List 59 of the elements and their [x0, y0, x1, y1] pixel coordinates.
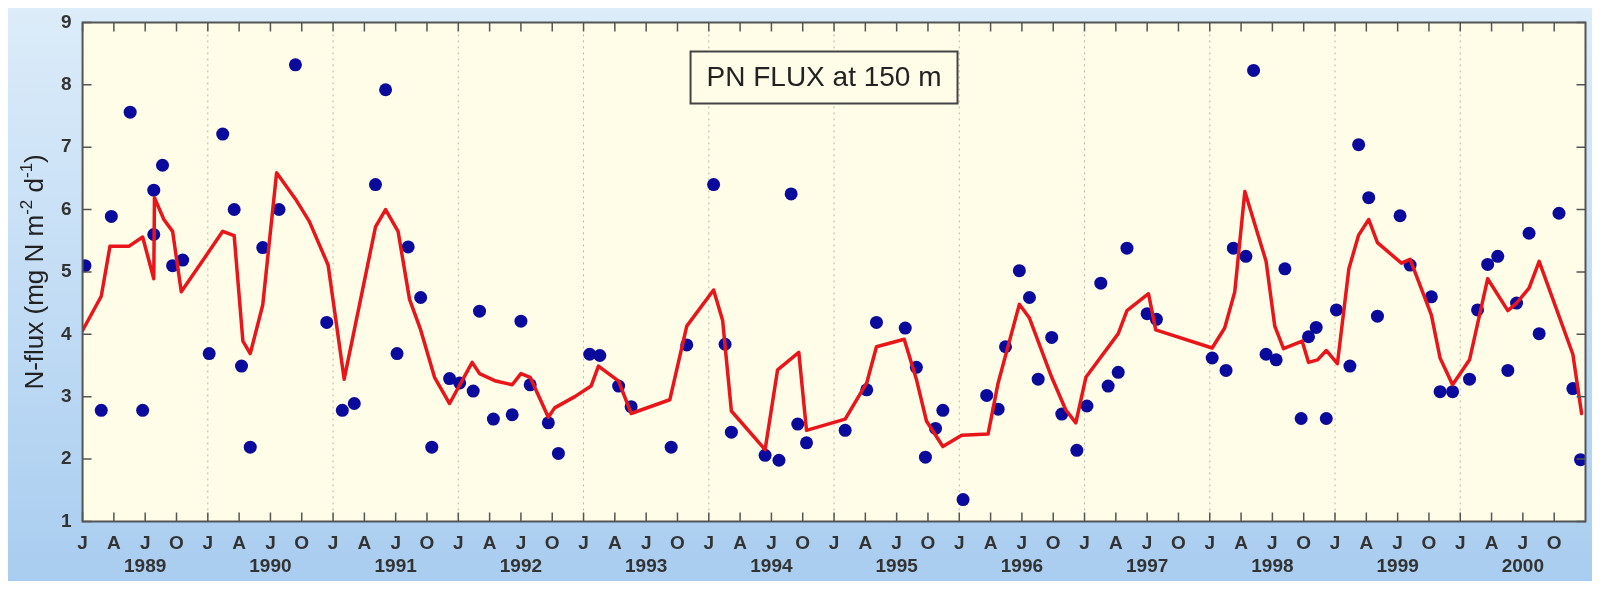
- x-tick-label: O: [920, 532, 936, 554]
- x-tick-label: J: [828, 532, 840, 554]
- x-tick-label: J: [202, 532, 214, 554]
- x-tick-label: A: [1108, 532, 1123, 554]
- x-tick-label: J 1991: [374, 532, 418, 576]
- y-tick-label: 7: [60, 135, 72, 157]
- y-tick-label: 1: [60, 509, 72, 531]
- x-tick-label: O: [1045, 532, 1061, 554]
- x-tick-label: A: [858, 532, 873, 554]
- x-tick-label: J 1996: [1000, 532, 1044, 576]
- x-tick-label: O: [1546, 532, 1562, 554]
- x-tick-label: J: [703, 532, 715, 554]
- x-tick-label: J 1998: [1251, 532, 1294, 576]
- y-axis-title: N-flux (mg N m-2 d-1): [16, 154, 50, 390]
- y-tick-label: 5: [60, 260, 72, 282]
- x-tick-label: A: [1359, 532, 1374, 554]
- x-tick-label: J 2000: [1501, 532, 1545, 576]
- x-tick-label: J 1989: [124, 532, 167, 576]
- x-tick-label: A: [107, 532, 122, 554]
- y-tick-label: 9: [60, 10, 72, 32]
- x-tick-label: O: [670, 532, 685, 554]
- x-tick-label: J 1994: [750, 532, 793, 576]
- x-tick-label: A: [607, 532, 622, 554]
- x-tick-label: J: [453, 532, 464, 554]
- x-tick-label: A: [1484, 532, 1499, 554]
- y-tick-label: 6: [60, 197, 72, 219]
- x-tick-label: J 1990: [249, 532, 292, 576]
- x-tick-label: J 1995: [875, 532, 919, 576]
- y-tick-label: 8: [60, 73, 72, 95]
- x-tick-label: O: [1296, 532, 1312, 554]
- x-tick-label: A: [733, 532, 748, 554]
- x-tick-label: O: [1171, 532, 1186, 554]
- x-tick-label: J: [327, 532, 339, 554]
- x-tick-label: O: [294, 532, 310, 554]
- x-tick-label: J: [1329, 532, 1341, 554]
- x-tick-label: O: [419, 532, 435, 554]
- x-tick-label: A: [983, 532, 998, 554]
- text: PN FLUX at 150 m: [706, 61, 942, 93]
- x-tick-label: J: [1454, 532, 1466, 554]
- x-tick-label: O: [544, 532, 560, 554]
- x-tick-label: J 1993: [625, 532, 668, 576]
- x-tick-label: J 1997: [1126, 532, 1169, 576]
- x-tick-label: J 1992: [499, 532, 543, 576]
- y-tick-label: 4: [60, 322, 72, 344]
- x-tick-label: O: [169, 532, 184, 554]
- x-tick-label: J: [1204, 532, 1216, 554]
- x-tick-label: J 1999: [1376, 532, 1419, 576]
- x-tick-label: J: [77, 532, 88, 554]
- x-tick-label: A: [357, 532, 372, 554]
- x-tick-label: J: [1079, 532, 1090, 554]
- x-tick-label: A: [232, 532, 247, 554]
- y-tick-label: 3: [60, 384, 72, 406]
- x-tick-label: J: [578, 532, 589, 554]
- x-tick-label: A: [1234, 532, 1249, 554]
- x-tick-label: A: [482, 532, 497, 554]
- x-tick-label: O: [795, 532, 811, 554]
- x-tick-label: J: [953, 532, 965, 554]
- x-tick-label: O: [1421, 532, 1437, 554]
- y-tick-label: 2: [60, 447, 72, 469]
